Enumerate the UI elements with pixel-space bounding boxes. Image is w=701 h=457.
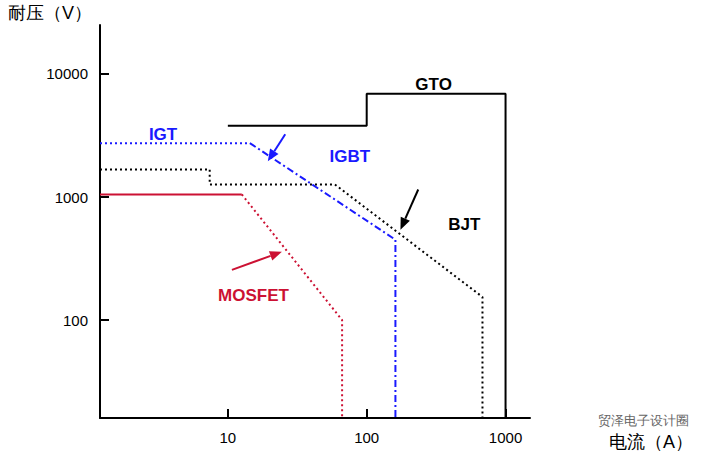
svg-text:IGT: IGT (149, 125, 178, 144)
svg-text:10: 10 (220, 429, 237, 446)
svg-text:100: 100 (63, 312, 88, 329)
svg-text:1000: 1000 (55, 189, 88, 206)
svg-text:1000: 1000 (489, 429, 522, 446)
svg-text:耐压（V）: 耐压（V） (8, 3, 92, 23)
svg-text:BJT: BJT (448, 215, 481, 234)
svg-text:贸泽电子设计圈: 贸泽电子设计圈 (598, 413, 689, 428)
svg-text:IGBT: IGBT (330, 147, 371, 166)
svg-text:MOSFET: MOSFET (218, 286, 289, 305)
svg-text:电流（A）: 电流（A） (609, 432, 693, 452)
svg-text:10000: 10000 (46, 65, 88, 82)
svg-text:100: 100 (354, 429, 379, 446)
svg-text:GTO: GTO (415, 75, 452, 94)
